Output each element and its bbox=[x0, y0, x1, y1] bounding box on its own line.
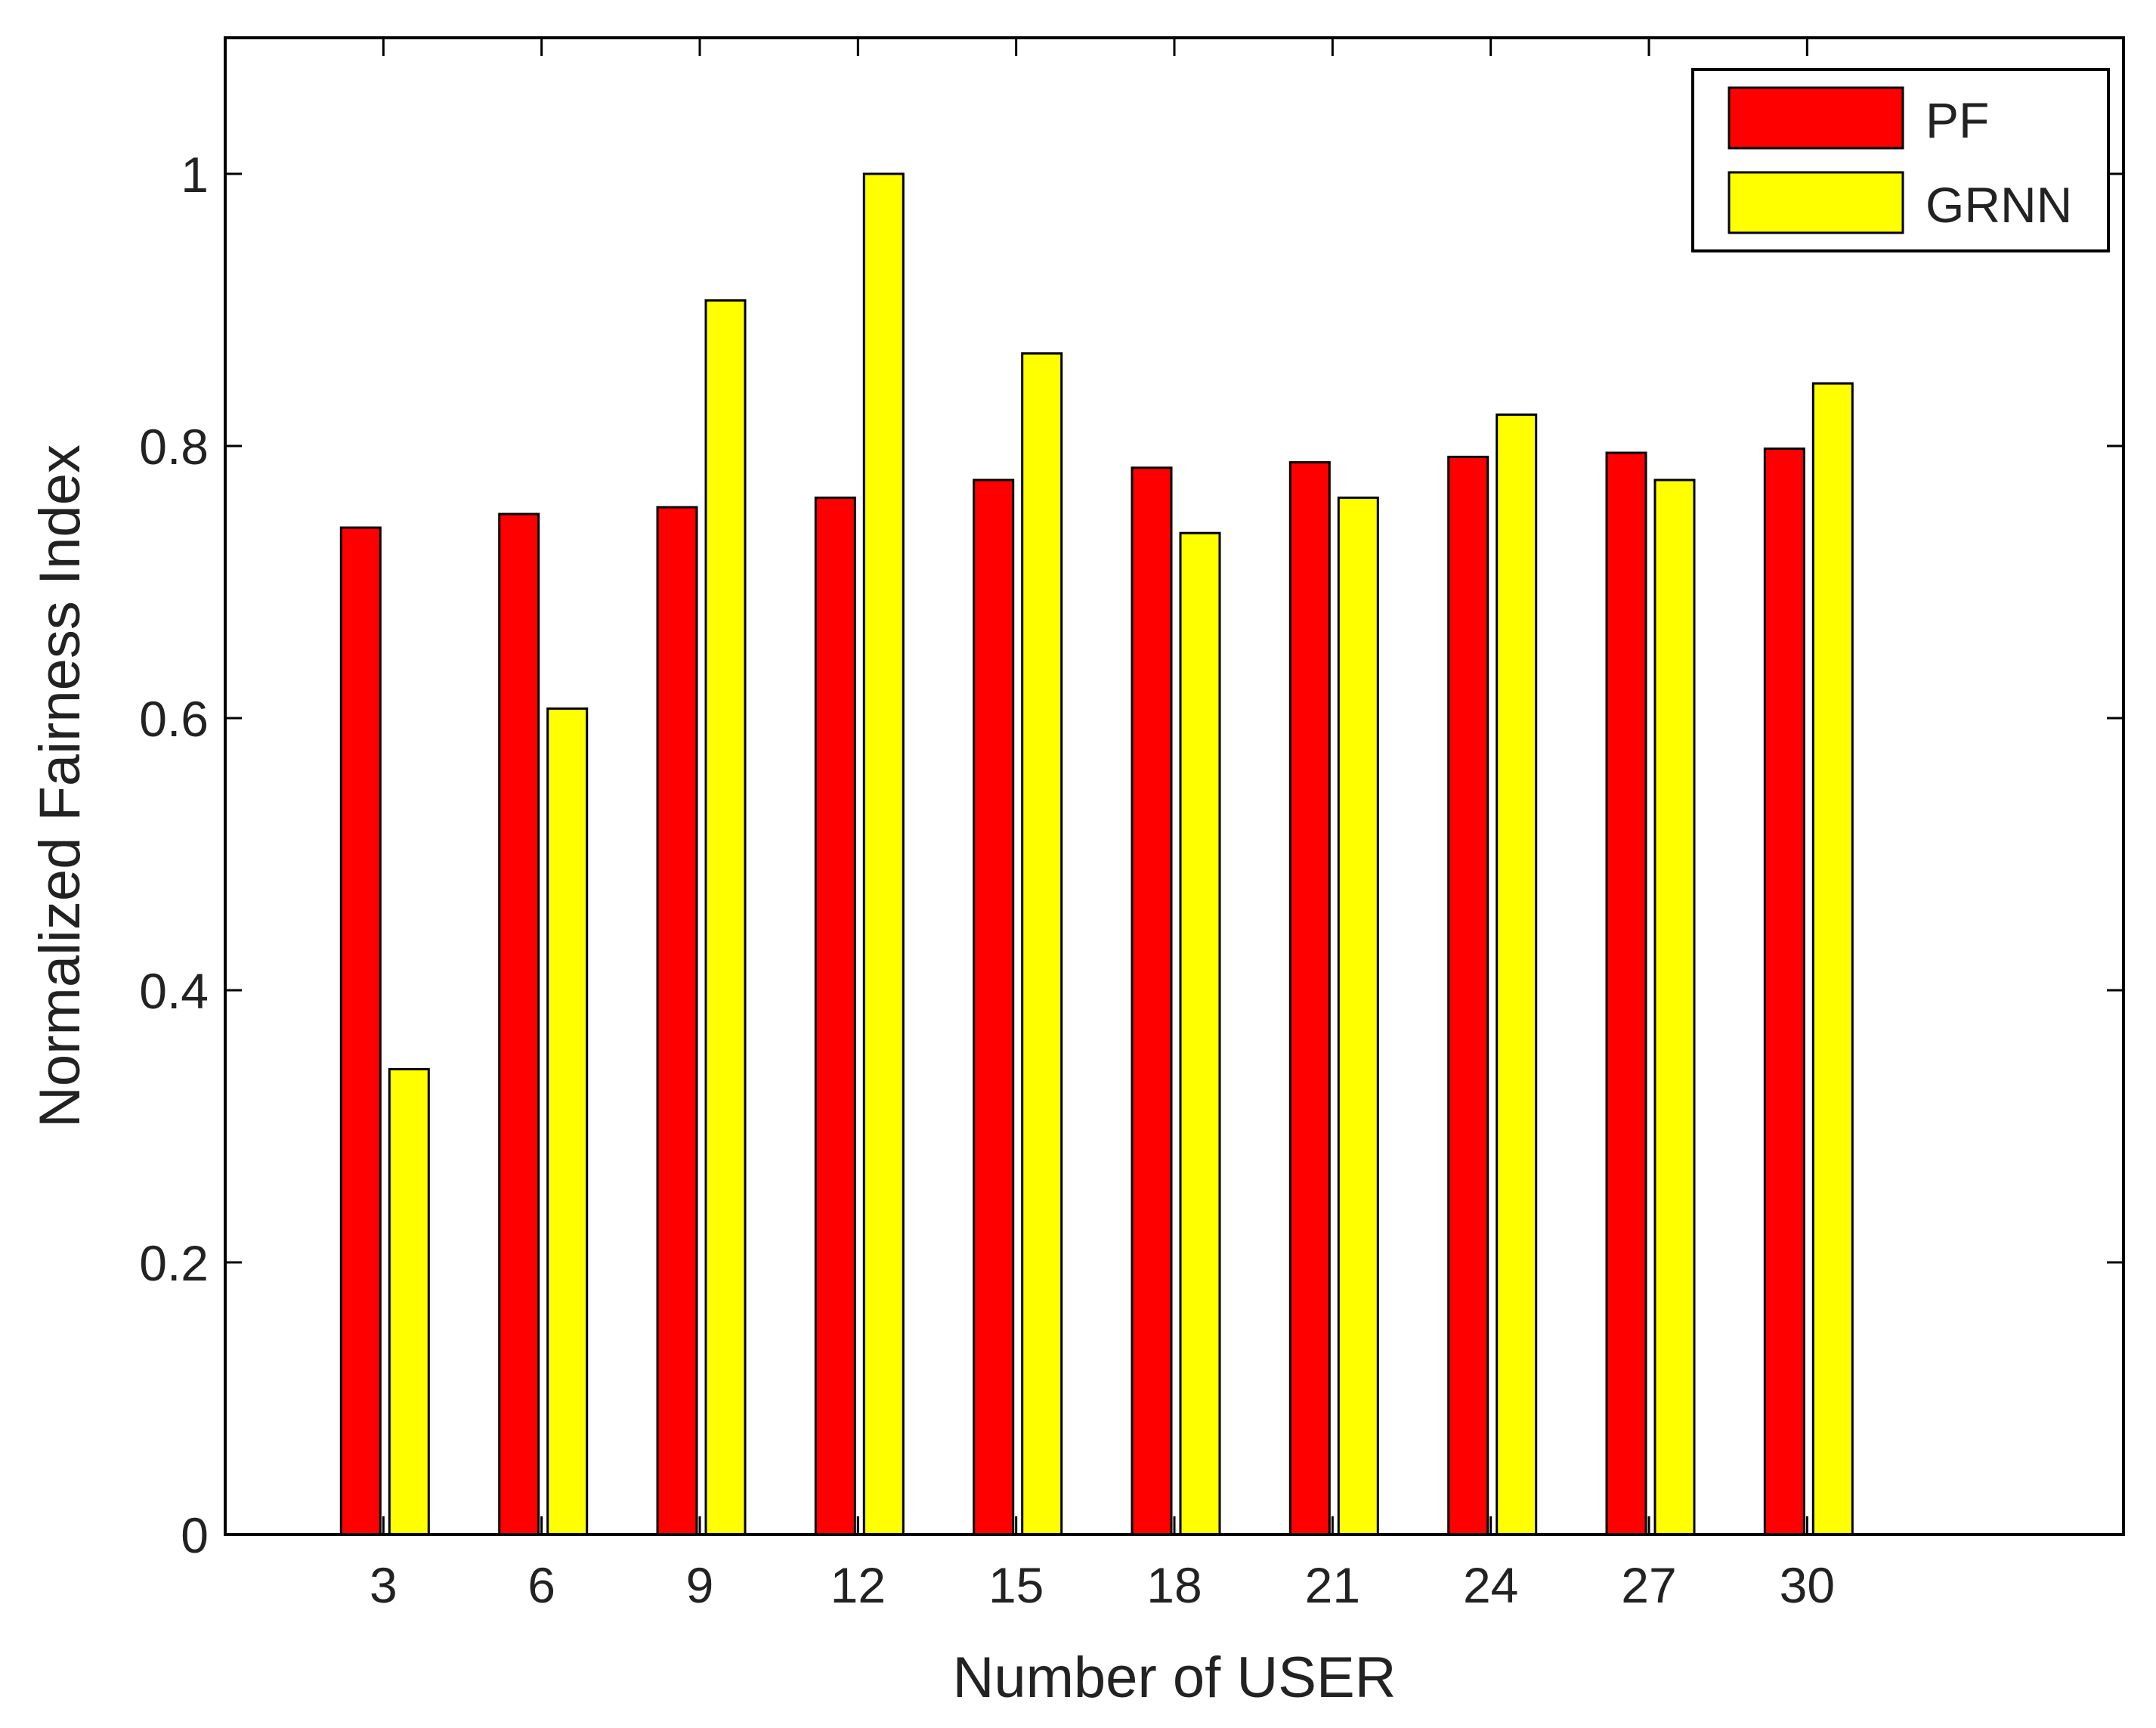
y-tick-label: 1 bbox=[181, 147, 209, 203]
bar-pf-30 bbox=[1763, 447, 1805, 1536]
bar-pf-3 bbox=[339, 526, 382, 1536]
bar-pf-24 bbox=[1447, 455, 1489, 1536]
legend-label-grnn: GRNN bbox=[1926, 177, 2072, 233]
bar-grnn-18 bbox=[1179, 531, 1221, 1536]
y-tick-labels: 0 0.2 0.4 0.6 0.8 1 bbox=[139, 147, 209, 1563]
x-tick-label: 30 bbox=[1780, 1557, 1835, 1613]
bar-grnn-21 bbox=[1337, 496, 1379, 1536]
y-axis-label: Normalized Fairness Index bbox=[28, 444, 92, 1128]
y-tick-label: 0.4 bbox=[139, 963, 209, 1019]
ticks-group bbox=[225, 38, 2124, 1536]
bar-pf-21 bbox=[1288, 461, 1331, 1536]
legend-label-pf: PF bbox=[1926, 92, 1989, 148]
bar-grnn-3 bbox=[388, 1067, 430, 1536]
bar-pf-27 bbox=[1605, 451, 1647, 1536]
plot-area bbox=[225, 38, 2124, 1534]
legend-swatch-grnn bbox=[1728, 171, 1904, 234]
x-tick-label: 27 bbox=[1621, 1557, 1676, 1613]
x-tick-label: 15 bbox=[988, 1557, 1044, 1613]
x-tick-label: 3 bbox=[370, 1557, 397, 1613]
x-tick-label: 21 bbox=[1305, 1557, 1360, 1613]
x-tick-label: 6 bbox=[527, 1557, 555, 1613]
bar-grnn-6 bbox=[546, 707, 589, 1536]
legend-swatch-pf bbox=[1728, 86, 1904, 150]
bar-grnn-30 bbox=[1811, 382, 1854, 1536]
x-tick-label: 18 bbox=[1146, 1557, 1202, 1613]
y-tick-label: 0 bbox=[181, 1507, 209, 1563]
x-tick-label: 24 bbox=[1463, 1557, 1518, 1613]
y-tick-label: 0.2 bbox=[139, 1235, 209, 1291]
bar-pf-6 bbox=[498, 513, 540, 1536]
bar-grnn-9 bbox=[704, 299, 747, 1536]
x-tick-label: 9 bbox=[686, 1557, 714, 1613]
bar-grnn-24 bbox=[1496, 413, 1538, 1536]
y-tick-label: 0.8 bbox=[139, 419, 209, 475]
x-tick-label: 12 bbox=[831, 1557, 886, 1613]
bar-pf-12 bbox=[814, 496, 856, 1536]
bar-grnn-12 bbox=[862, 172, 905, 1536]
y-tick-label: 0.6 bbox=[139, 691, 209, 747]
x-tick-labels: 3 6 9 12 15 18 21 24 27 30 bbox=[370, 1557, 1835, 1613]
legend: PF GRNN bbox=[1691, 68, 2110, 252]
bar-grnn-15 bbox=[1021, 352, 1063, 1536]
x-axis-label: Number of USER bbox=[952, 1646, 1396, 1710]
bars-group bbox=[339, 172, 1854, 1536]
bar-pf-15 bbox=[973, 478, 1015, 1536]
bar-pf-9 bbox=[656, 506, 698, 1536]
bar-grnn-27 bbox=[1653, 478, 1696, 1536]
plot-frame bbox=[224, 36, 2125, 1536]
bar-pf-18 bbox=[1131, 466, 1173, 1536]
